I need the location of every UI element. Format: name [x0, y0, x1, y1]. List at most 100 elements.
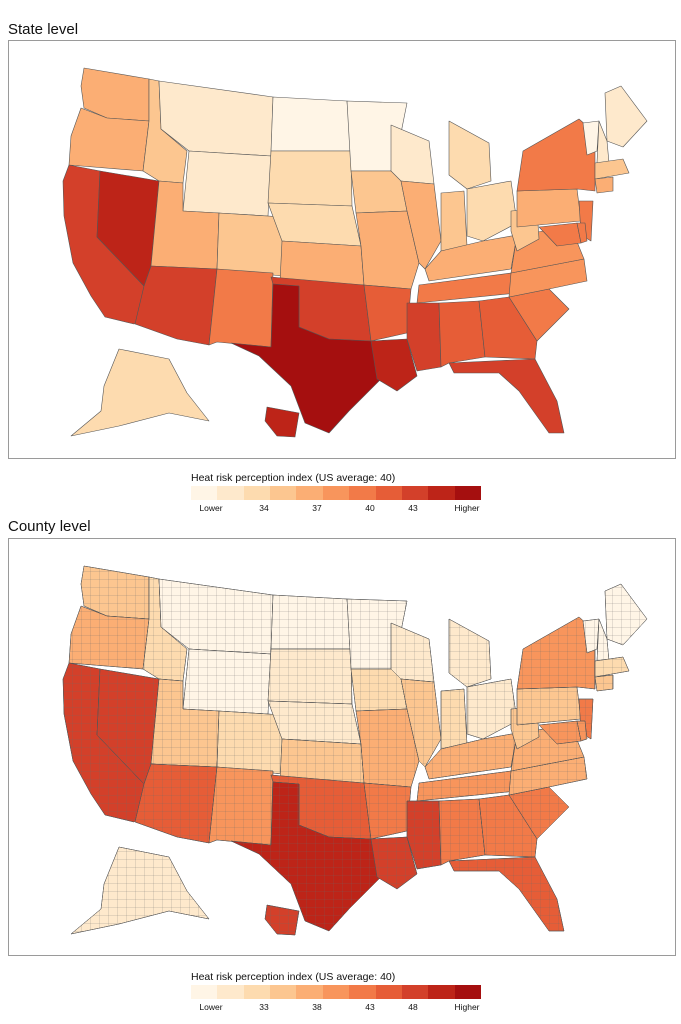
county-region-pa [516, 686, 582, 726]
legend-swatch [270, 486, 297, 500]
county-region-ma [594, 656, 630, 678]
state-vt [582, 120, 600, 156]
state-ar [363, 284, 412, 342]
county-legend: Heat risk perception index (US average: … [191, 971, 481, 1016]
state-ny [516, 118, 596, 192]
state-la [370, 338, 418, 392]
county-lines-nm [208, 766, 274, 846]
county-lines-fl [448, 856, 565, 932]
county-region-md [538, 720, 582, 745]
county-legend-labels: Lower 33 38 43 48 Higher [191, 1002, 481, 1016]
county-lines-oh [466, 678, 518, 740]
county-region-oh [466, 678, 518, 740]
county-region-fl [448, 856, 565, 932]
county-lines-ne [267, 700, 362, 745]
state-az [134, 265, 218, 346]
state-legend: Heat risk perception index (US average: … [191, 472, 481, 517]
county-level-title: County level [8, 518, 91, 535]
legend-swatch [191, 486, 218, 500]
state-ak [70, 348, 210, 437]
county-region-ny [516, 616, 596, 690]
county-lines-az [134, 763, 218, 844]
county-region-sc [508, 786, 570, 840]
county-lines-de [576, 720, 588, 742]
state-wi [390, 124, 435, 185]
county-region-vt [582, 618, 600, 654]
state-legend-label-34: 34 [259, 503, 269, 513]
legend-swatch [349, 486, 376, 500]
state-nd [270, 96, 352, 152]
state-map-frame [8, 40, 676, 459]
legend-swatch [322, 985, 350, 999]
county-lines-ga [478, 794, 538, 858]
county-region-ak [70, 846, 210, 935]
legend-swatch [243, 486, 271, 500]
county-lines-me [604, 583, 648, 646]
county-region-ne [267, 700, 362, 745]
county-lines-al [438, 798, 486, 866]
county-region-in [440, 688, 468, 750]
state-ga [478, 296, 538, 360]
state-nm [208, 268, 274, 348]
county-map-frame [8, 538, 676, 956]
county-region-mt [158, 578, 274, 655]
county-lines-ks [279, 738, 365, 784]
county-lines-tx [230, 781, 382, 932]
county-lines-pa [516, 686, 582, 726]
county-region-ga [478, 794, 538, 858]
county-lines-ak [70, 846, 210, 935]
county-region-al [438, 798, 486, 866]
legend-swatch [243, 985, 271, 999]
county-legend-label-48: 48 [408, 1002, 418, 1012]
state-level-title: State level [8, 21, 79, 38]
county-region-de [576, 720, 588, 742]
county-lines-ct [594, 674, 614, 692]
state-me [604, 85, 648, 148]
state-al [438, 300, 486, 368]
county-lines-mi [448, 618, 492, 688]
state-ks [279, 240, 365, 286]
county-region-wi [390, 622, 435, 683]
state-legend-colorbar [191, 486, 481, 500]
county-region-me [604, 583, 648, 646]
state-ma [594, 158, 630, 180]
county-region-wy [182, 648, 272, 715]
county-lines-co [216, 710, 285, 775]
county-legend-label-43: 43 [365, 1002, 375, 1012]
legend-swatch [375, 486, 402, 500]
county-lines-nd [270, 594, 352, 650]
county-legend-label-38: 38 [312, 1002, 322, 1012]
county-lines-la [370, 836, 418, 890]
state-de [576, 222, 588, 244]
state-tx [230, 283, 382, 434]
state-legend-label-37: 37 [312, 503, 322, 513]
county-lines-wi [390, 622, 435, 683]
state-legend-label-higher: Higher [454, 503, 480, 513]
legend-swatch [270, 985, 297, 999]
county-region-co [216, 710, 285, 775]
county-map [62, 565, 648, 936]
state-legend-labels: Lower 34 37 40 43 Higher [191, 503, 481, 517]
state-ne [267, 202, 362, 247]
state-legend-title: Heat risk perception index (US average: … [191, 472, 396, 484]
county-lines-ny [516, 616, 596, 690]
county-lines-in [440, 688, 468, 750]
legend-swatch [401, 985, 429, 999]
state-hi [264, 406, 300, 438]
county-lines-vt [582, 618, 600, 654]
legend-swatch [454, 985, 481, 999]
county-lines-hi [264, 904, 300, 936]
county-region-la [370, 836, 418, 890]
county-region-ms [406, 800, 442, 870]
county-region-ia [350, 668, 408, 712]
county-lines-wy [182, 648, 272, 715]
legend-swatch [454, 486, 481, 500]
county-region-wa [80, 565, 150, 620]
county-lines-ms [406, 800, 442, 870]
county-region-nm [208, 766, 274, 846]
legend-swatch [428, 985, 455, 999]
county-lines-ma [594, 656, 630, 678]
state-wy [182, 150, 272, 217]
county-region-ar [363, 782, 412, 840]
legend-swatch [401, 486, 429, 500]
